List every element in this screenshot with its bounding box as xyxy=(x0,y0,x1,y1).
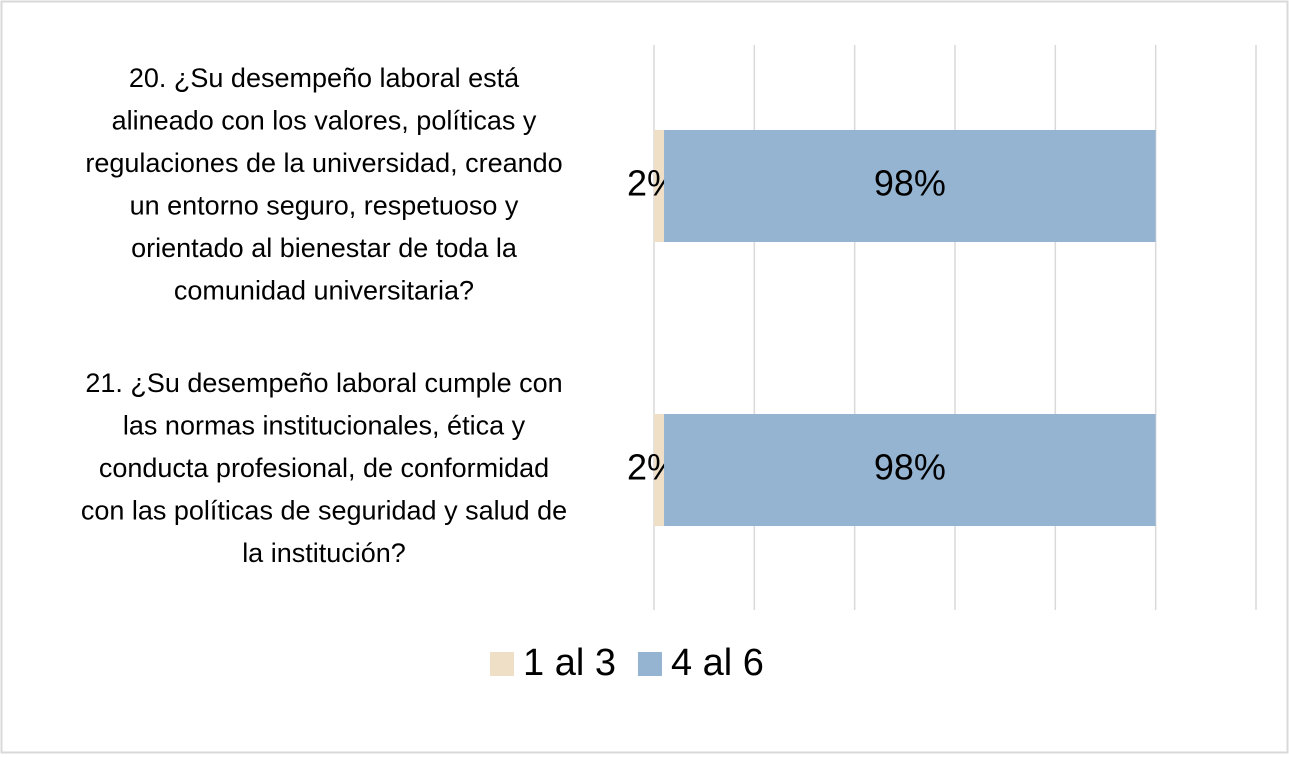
legend-label: 4 al 6 xyxy=(671,642,764,684)
category-label: la institución? xyxy=(242,538,406,568)
category-label: 20. ¿Su desempeño laboral está xyxy=(129,63,520,93)
category-label: regulaciones de la universidad, creando xyxy=(85,148,562,178)
bar-segment xyxy=(654,414,665,526)
category-label: un entorno seguro, respetuoso y xyxy=(130,190,519,220)
category-label: con las políticas de seguridad y salud d… xyxy=(81,496,567,526)
category-label: conducta profesional, de conformidad xyxy=(99,453,549,483)
bar-segment xyxy=(664,414,1156,526)
legend-swatch xyxy=(637,652,662,676)
legend-swatch xyxy=(490,652,514,676)
category-label: orientado al bienestar de toda la xyxy=(131,233,518,263)
data-label: 98% xyxy=(874,447,946,488)
bar-segment xyxy=(654,130,665,242)
category-label: comunidad universitaria? xyxy=(174,275,474,305)
category-label: alineado con los valores, políticas y xyxy=(112,105,537,135)
category-label: 21. ¿Su desempeño laboral cumple con xyxy=(85,368,562,398)
legend-label: 1 al 3 xyxy=(523,642,616,684)
bar-segment xyxy=(664,130,1156,242)
data-label: 98% xyxy=(874,163,946,204)
category-label: las normas institucionales, ética y xyxy=(123,411,526,441)
